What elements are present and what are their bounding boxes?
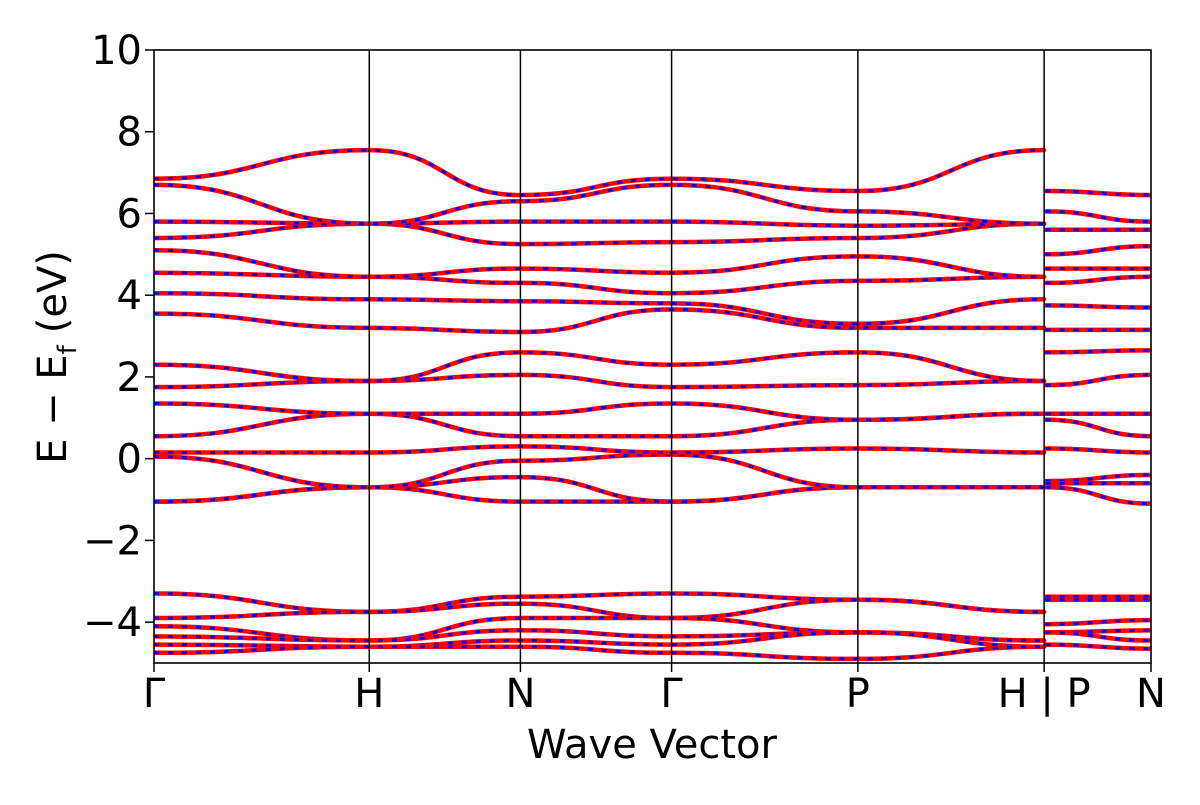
band-down-5-0 — [154, 645, 1045, 661]
xtick-label-1: H — [354, 671, 384, 717]
band-down-11-0 — [154, 401, 1045, 422]
band-down-4-1 — [1045, 630, 1151, 642]
xtick-label-3: Γ — [660, 671, 683, 717]
band-down-13-1 — [1045, 348, 1151, 354]
xtick-label-5: H | P — [998, 671, 1091, 717]
ytick-label-0: −4 — [83, 600, 142, 646]
band-down-9-1 — [1045, 447, 1151, 454]
xtick-label-4: P — [846, 671, 870, 717]
y-axis-label-sub: f — [53, 344, 83, 354]
y-axis-label-unit: (eV) — [30, 250, 76, 333]
plot-frame — [153, 49, 1152, 664]
x-axis-label: Wave Vector — [527, 722, 778, 768]
band-down-21-1 — [1045, 189, 1151, 197]
ytick-label-1: −2 — [83, 518, 142, 564]
bands-layer — [154, 147, 1151, 662]
band-down-13-0 — [154, 350, 1045, 383]
band-up-8-0 — [154, 452, 1047, 490]
band-down-5-1 — [1045, 643, 1151, 651]
band-up-11-0 — [154, 401, 1047, 423]
y-axis-label-main: E − E — [30, 354, 76, 464]
band-up-21-0 — [154, 147, 1047, 198]
band-up-6-1 — [1043, 485, 1151, 506]
band-down-10-1 — [1045, 418, 1151, 438]
band-down-1-0 — [154, 598, 1045, 620]
band-down-18-0 — [154, 222, 1045, 246]
band-down-14-0 — [154, 307, 1045, 334]
band-down-2-1 — [1045, 618, 1151, 626]
band-up-9-0 — [154, 444, 1047, 455]
band-down-20-1 — [1045, 209, 1151, 224]
band-down-15-1 — [1045, 303, 1151, 309]
band-down-12-1 — [1045, 373, 1151, 387]
band-up-20-0 — [154, 182, 1047, 226]
xtick-label-0: Γ — [143, 671, 166, 717]
band-down-17-0 — [154, 248, 1045, 279]
y-ticks: −4 −2 0 2 4 6 8 10 — [83, 28, 154, 646]
band-down-6-1 — [1045, 485, 1151, 506]
band-up-16-0 — [154, 270, 1047, 296]
band-down-21-0 — [154, 148, 1045, 197]
ytick-label-6: 8 — [117, 110, 142, 156]
band-down-16-1 — [1045, 275, 1151, 285]
band-down-15-0 — [154, 291, 1045, 326]
band-down-7-1 — [1045, 473, 1151, 483]
ytick-label-4: 4 — [117, 273, 142, 319]
band-up-13-0 — [154, 350, 1047, 384]
xtick-label-6: N — [1136, 671, 1166, 717]
y-axis-label: E − Ef (eV) — [30, 250, 83, 464]
ytick-label-3: 2 — [117, 355, 142, 401]
x-ticks: Γ H N Γ P H | P N — [143, 663, 1166, 717]
ytick-label-7: 10 — [91, 28, 142, 74]
kpoint-lines-layer — [368, 50, 1045, 663]
ytick-label-2: 0 — [117, 437, 142, 483]
band-up-17-0 — [154, 247, 1047, 280]
band-down-20-0 — [154, 183, 1045, 226]
band-up-10-1 — [1043, 417, 1151, 439]
ytick-label-5: 6 — [117, 191, 142, 237]
band-down-18-1 — [1045, 244, 1151, 256]
band-up-19-0 — [154, 219, 1047, 228]
xtick-label-2: N — [505, 671, 535, 717]
